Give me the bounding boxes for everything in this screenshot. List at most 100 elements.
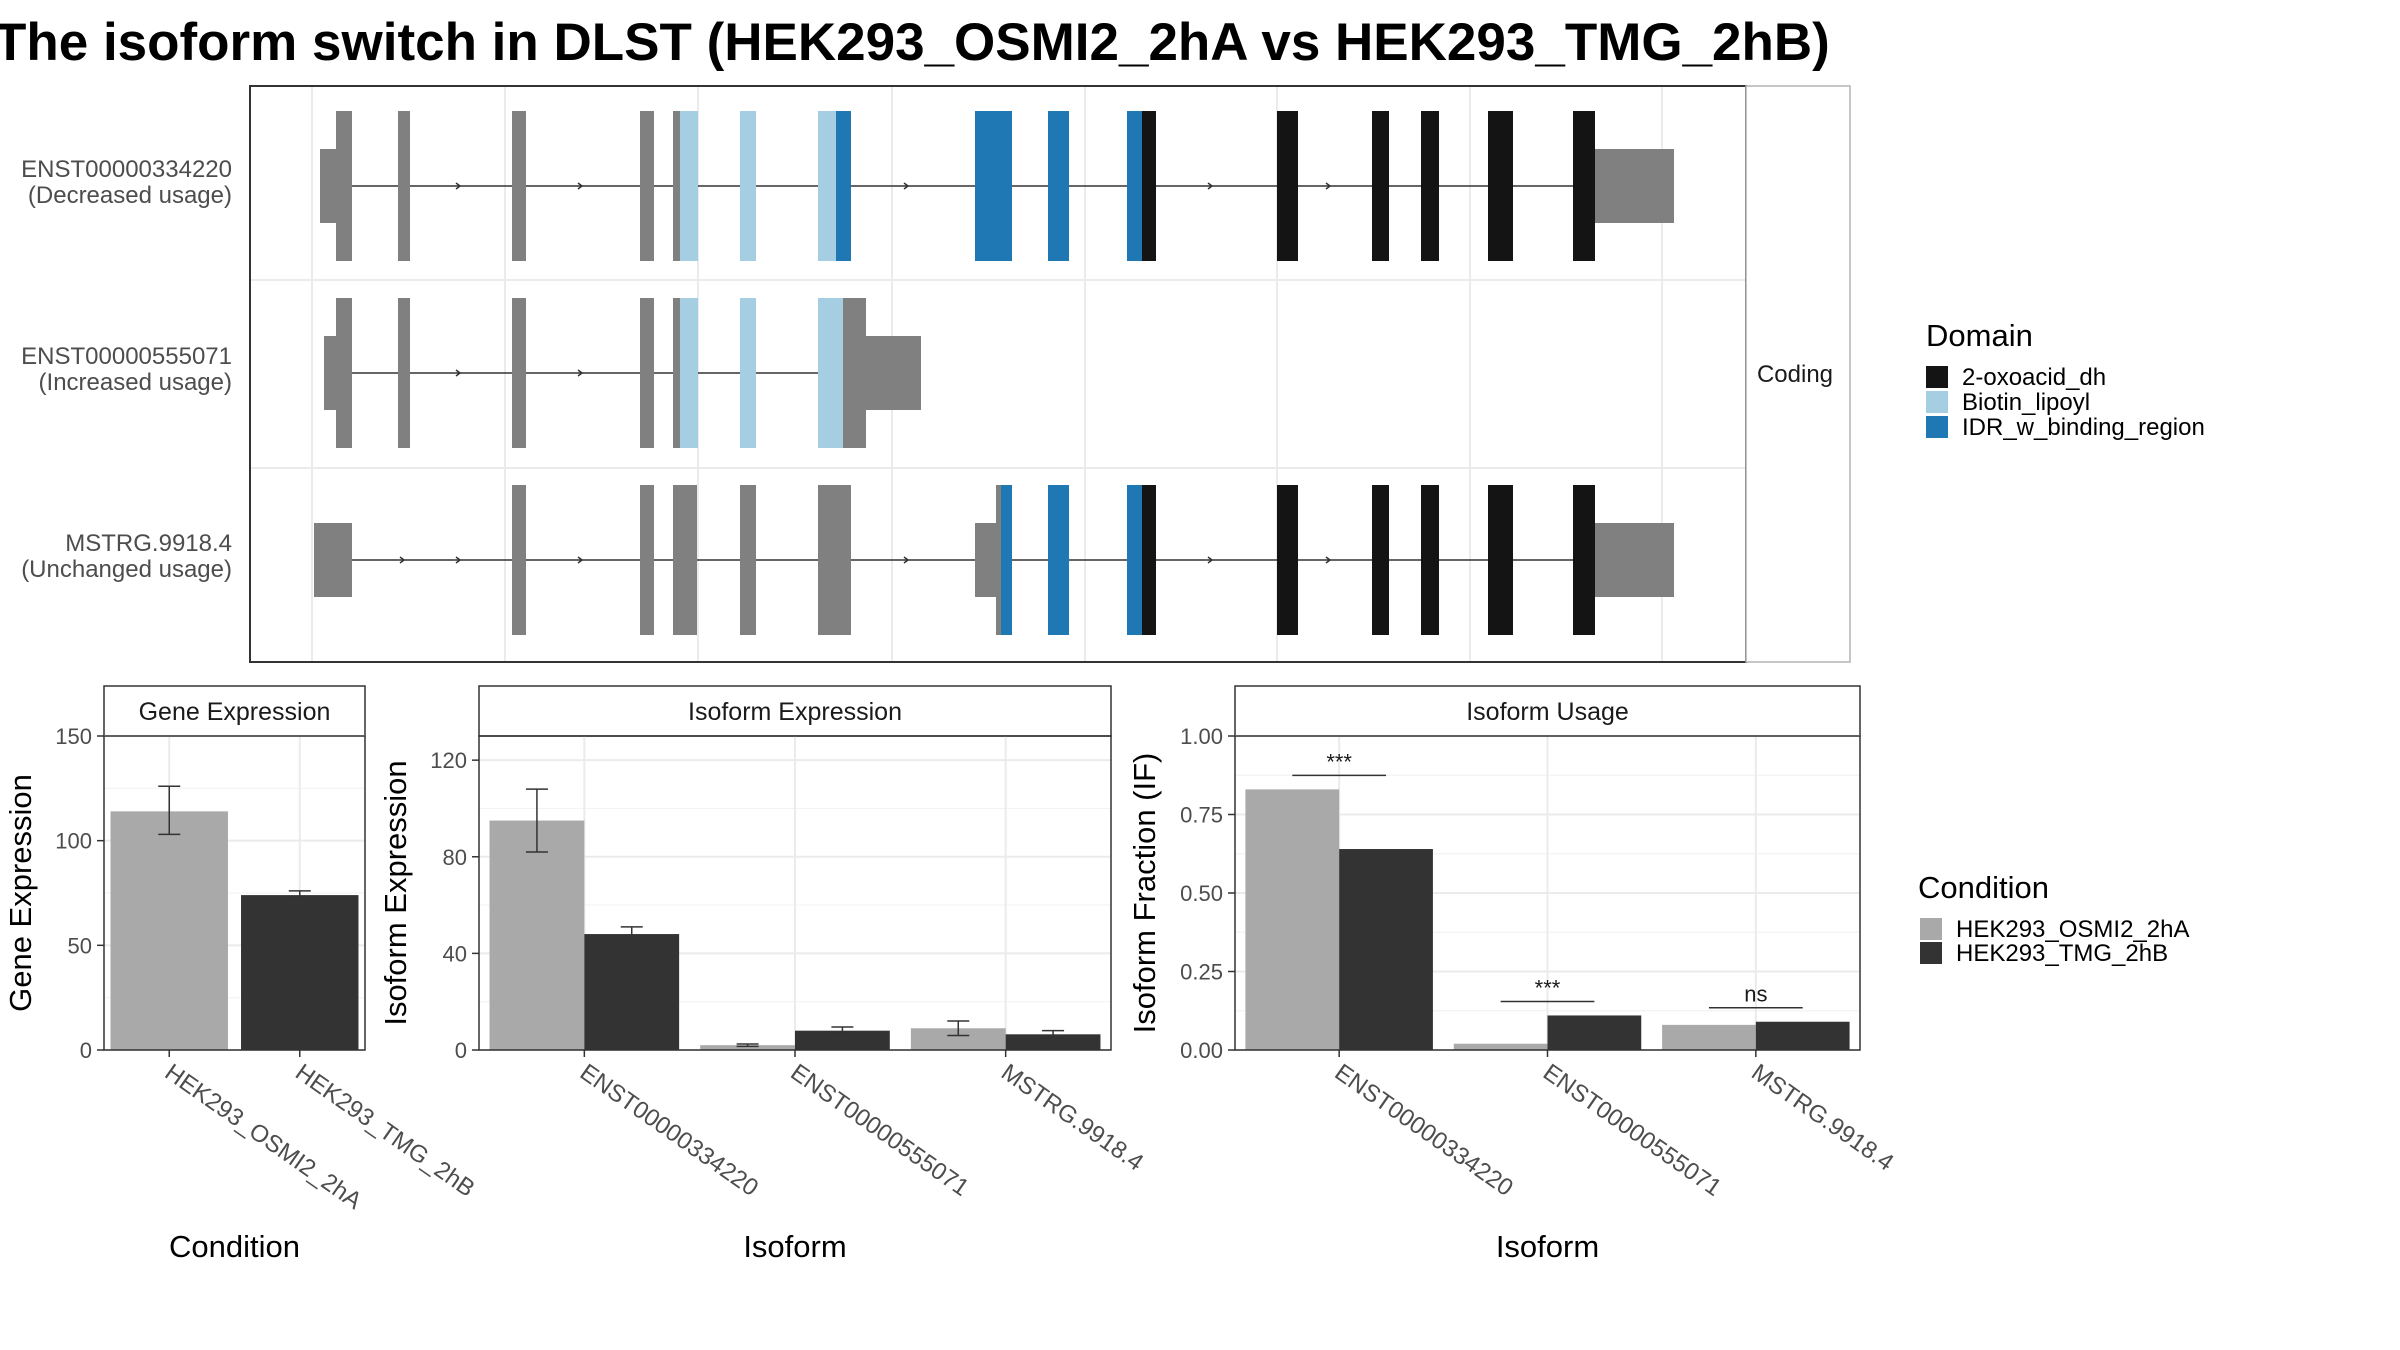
intron-direction-arrow [903,556,910,564]
panel-title: Gene Expression [139,698,331,726]
x-tick-label: MSTRG.9918.4 [996,1059,1148,1177]
domain-exon [1372,111,1389,261]
isoform-label: MSTRG.9918.4 [65,530,232,557]
bar-panel-border [478,735,1112,1051]
significance-label: ns [1744,982,1767,1007]
x-axis-title: Isoform [1496,1229,1599,1264]
coding-exon [640,111,654,261]
bar-panel-strip [478,685,1112,737]
coding-exon [336,111,352,261]
domain-exon [1421,485,1439,635]
domain-legend-swatch [1926,391,1948,413]
domain-legend-label: Biotin_lipoyl [1962,389,2090,416]
y-tick-label: 0.50 [1180,881,1223,906]
condition-legend-swatch [1920,918,1942,940]
structure-strip-border [1745,85,1851,663]
domain-exon [1573,111,1595,261]
domain-legend-swatch [1926,366,1948,388]
y-tick-label: 40 [443,941,467,966]
y-tick-label: 120 [430,748,467,773]
domain-exon [740,111,756,261]
bar [1453,1043,1548,1050]
domain-exon [975,111,1012,261]
bar [584,934,680,1050]
coding-exon [673,298,682,448]
y-tick-label: 0.75 [1180,803,1223,828]
figure-title: The isoform switch in DLST (HEK293_OSMI2… [0,13,1830,72]
bar [1662,1024,1756,1050]
y-tick-label: 100 [55,829,92,854]
y-tick-label: 150 [55,724,92,749]
bar [1547,1015,1642,1050]
intron-direction-arrow [455,369,462,377]
bar [1339,849,1433,1050]
domain-exon [1277,111,1298,261]
y-tick-label: 0 [80,1038,92,1063]
bar [241,895,359,1050]
utr-exon [1595,149,1674,223]
y-axis-title: Isoform Fraction (IF) [1127,753,1162,1034]
domain-exon [1421,111,1439,261]
bar [795,1030,890,1050]
domain-legend-label: 2-oxoacid_dh [1962,364,2106,391]
coding-exon [673,111,682,261]
domain-exon [1127,111,1142,261]
coding-exon [512,298,526,448]
domain-legend-label: IDR_w_binding_region [1962,414,2205,441]
coding-exon [818,485,851,635]
y-tick-label: 0.00 [1180,1038,1223,1063]
y-axis-title: Isoform Expression [378,760,413,1025]
domain-exon [1277,485,1298,635]
coding-exon [740,485,756,635]
coding-exon [398,298,410,448]
y-axis-title: Gene Expression [3,774,38,1012]
coding-exon [512,111,526,261]
domain-exon [1142,111,1156,261]
panel-title: Isoform Expression [688,698,902,726]
x-tick-label: MSTRG.9918.4 [1746,1059,1898,1177]
y-tick-label: 0 [455,1038,467,1063]
coding-exon [996,485,1001,635]
y-tick-label: 50 [68,933,92,958]
isoform-usage-note: (Unchanged usage) [21,556,232,583]
domain-exon [740,298,756,448]
domain-legend-title: Domain [1926,318,2033,353]
isoform-usage-note: (Decreased usage) [28,182,232,209]
condition-legend-label: HEK293_TMG_2hB [1956,940,2168,967]
domain-exon [1048,485,1069,635]
coding-exon [673,485,697,635]
domain-exon [680,111,698,261]
domain-exon [818,111,836,261]
intron-direction-arrow [1325,556,1332,564]
bar [1755,1021,1850,1050]
intron-direction-arrow [1325,182,1332,190]
bar [110,811,228,1050]
coding-exon [640,485,654,635]
intron-direction-arrow [455,556,462,564]
domain-exon [1001,485,1012,635]
coding-exon [512,485,526,635]
utr-exon [314,523,352,597]
x-tick-label: ENST00000334220 [1330,1059,1518,1202]
significance-label: *** [1535,975,1561,1000]
significance-label: *** [1326,749,1352,774]
coding-exon [843,298,866,448]
domain-exon [680,298,698,448]
intron-direction-arrow [1207,556,1214,564]
bar-panel-strip [103,685,366,737]
bar [1005,1034,1101,1050]
y-tick-label: 0.25 [1180,960,1223,985]
coding-exon [640,298,654,448]
bar-panel-border [103,735,366,1051]
domain-exon [1573,485,1595,635]
domain-exon [1048,111,1069,261]
intron-direction-arrow [455,182,462,190]
condition-legend-label: HEK293_OSMI2_2hA [1956,916,2189,943]
domain-exon [836,111,851,261]
utr-exon [866,336,921,410]
domain-exon [1127,485,1142,635]
domain-exon [818,298,843,448]
bar [910,1028,1006,1050]
bar-panel-border [1234,735,1861,1051]
